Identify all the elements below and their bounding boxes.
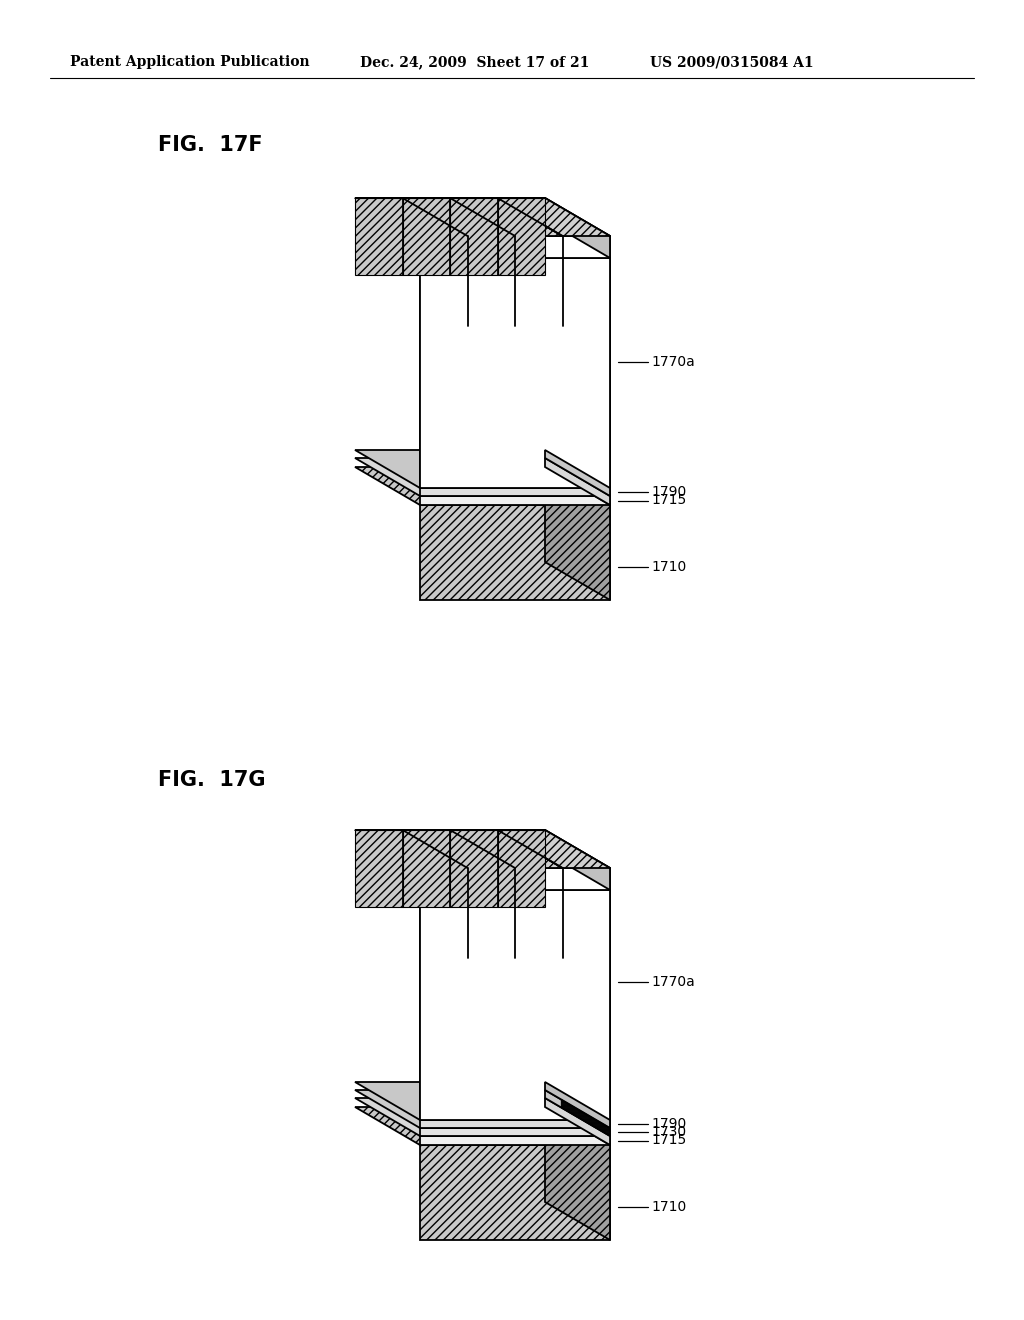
Text: 1790: 1790 xyxy=(651,484,686,499)
Polygon shape xyxy=(420,257,610,488)
Polygon shape xyxy=(355,1107,610,1144)
Polygon shape xyxy=(355,467,610,506)
Polygon shape xyxy=(420,496,610,506)
Polygon shape xyxy=(498,830,610,869)
Polygon shape xyxy=(420,1144,610,1239)
Text: 1710: 1710 xyxy=(651,560,686,574)
Polygon shape xyxy=(545,1098,610,1144)
Text: 1715: 1715 xyxy=(651,494,686,507)
Polygon shape xyxy=(545,458,610,506)
Polygon shape xyxy=(545,1082,610,1129)
Polygon shape xyxy=(402,830,515,869)
Polygon shape xyxy=(545,851,610,1119)
Polygon shape xyxy=(355,830,402,907)
Polygon shape xyxy=(545,458,610,506)
Polygon shape xyxy=(355,198,610,236)
Text: 1730: 1730 xyxy=(651,1125,686,1139)
Polygon shape xyxy=(355,458,610,496)
Polygon shape xyxy=(545,220,610,488)
Text: FIG.  17F: FIG. 17F xyxy=(158,135,262,154)
Polygon shape xyxy=(402,830,450,907)
Polygon shape xyxy=(420,257,610,488)
Polygon shape xyxy=(545,450,610,496)
Polygon shape xyxy=(355,198,402,275)
Polygon shape xyxy=(355,1098,610,1137)
Polygon shape xyxy=(545,198,610,257)
Text: 1710: 1710 xyxy=(651,1200,686,1214)
Polygon shape xyxy=(545,1107,610,1239)
Polygon shape xyxy=(420,890,610,1119)
Polygon shape xyxy=(545,1098,610,1144)
Polygon shape xyxy=(545,467,610,601)
Text: US 2009/0315084 A1: US 2009/0315084 A1 xyxy=(650,55,814,69)
Polygon shape xyxy=(420,236,610,257)
Text: 1715: 1715 xyxy=(651,1134,686,1147)
Polygon shape xyxy=(420,488,610,496)
Polygon shape xyxy=(355,1090,610,1129)
Text: 1770a: 1770a xyxy=(651,975,694,989)
Polygon shape xyxy=(420,1119,610,1129)
Polygon shape xyxy=(545,220,610,488)
Polygon shape xyxy=(545,450,610,496)
Polygon shape xyxy=(355,830,610,869)
Polygon shape xyxy=(450,830,562,869)
Polygon shape xyxy=(545,1090,610,1137)
Polygon shape xyxy=(355,450,610,488)
Polygon shape xyxy=(450,830,498,907)
Polygon shape xyxy=(355,198,468,236)
Text: 1770a: 1770a xyxy=(651,355,694,368)
Polygon shape xyxy=(402,198,515,236)
Polygon shape xyxy=(545,830,610,890)
Polygon shape xyxy=(498,198,545,275)
Polygon shape xyxy=(498,830,545,907)
Polygon shape xyxy=(420,506,610,601)
Text: Dec. 24, 2009  Sheet 17 of 21: Dec. 24, 2009 Sheet 17 of 21 xyxy=(360,55,590,69)
Polygon shape xyxy=(545,851,610,1119)
Polygon shape xyxy=(402,198,450,275)
Polygon shape xyxy=(420,890,610,1119)
Text: FIG.  17G: FIG. 17G xyxy=(158,770,265,789)
Text: Patent Application Publication: Patent Application Publication xyxy=(70,55,309,69)
Polygon shape xyxy=(420,1129,610,1137)
Polygon shape xyxy=(450,198,498,275)
Polygon shape xyxy=(545,1090,610,1137)
Polygon shape xyxy=(420,1137,610,1144)
Polygon shape xyxy=(450,198,562,236)
Polygon shape xyxy=(545,1082,610,1129)
Polygon shape xyxy=(355,830,468,869)
Text: 1790: 1790 xyxy=(651,1117,686,1131)
Polygon shape xyxy=(498,198,610,236)
Polygon shape xyxy=(420,869,610,890)
Polygon shape xyxy=(355,1082,610,1119)
